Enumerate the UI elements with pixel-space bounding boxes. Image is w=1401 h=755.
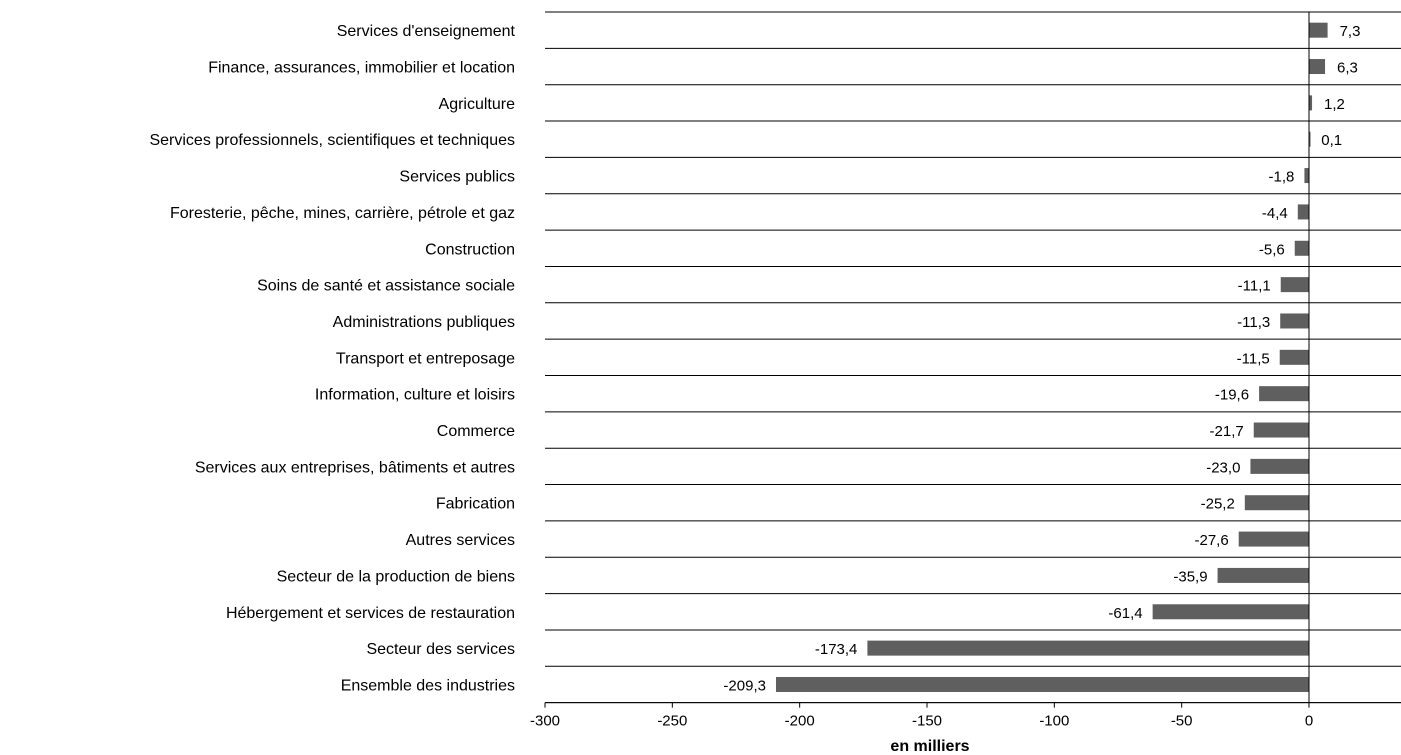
- data-label: -19,6: [1215, 387, 1249, 404]
- data-label: -21,7: [1210, 423, 1244, 440]
- category-label: Services d'enseignement: [337, 23, 516, 40]
- bar: [1253, 422, 1309, 438]
- data-label: 6,3: [1337, 60, 1358, 77]
- category-label: Secteur de la production de biens: [277, 568, 515, 585]
- bar: [1280, 313, 1309, 329]
- bar: [1279, 349, 1309, 365]
- data-label: -11,3: [1237, 314, 1270, 331]
- bar: [1309, 22, 1328, 38]
- data-label: -25,2: [1201, 496, 1235, 513]
- x-tick-labels: -300 -250 -200 -150 -100 -50 0: [530, 702, 1313, 730]
- data-label: -173,4: [815, 641, 858, 658]
- data-label: -5,6: [1259, 241, 1285, 258]
- bar: [1309, 95, 1313, 111]
- data-label: -11,5: [1237, 350, 1270, 367]
- x-tick-label: -150: [912, 713, 942, 730]
- bar: [1309, 131, 1311, 147]
- x-tick-label: -250: [657, 713, 687, 730]
- value-labels: 7,3 6,3 1,2 0,1 -1,8 -4,4 -5,6 -11,1 -11,3 -11,5 -…: [723, 23, 1360, 694]
- gridlines: [545, 11, 1401, 704]
- x-tick-label: -100: [1039, 713, 1069, 730]
- category-label: Services publics: [399, 169, 515, 186]
- x-tick-label: -200: [785, 713, 815, 730]
- data-label: -1,8: [1269, 169, 1295, 186]
- bar: [1280, 277, 1309, 293]
- category-label: Services aux entreprises, bâtiments et a…: [195, 459, 515, 476]
- category-label: Construction: [425, 241, 515, 258]
- category-label: Fabrication: [436, 496, 515, 513]
- category-label: Information, culture et loisirs: [315, 387, 515, 404]
- category-label: Transport et entreposage: [336, 350, 515, 367]
- bars: [775, 22, 1328, 692]
- data-label: 1,2: [1324, 96, 1345, 113]
- x-tick-label: -50: [1171, 713, 1193, 730]
- category-label: Agriculture: [439, 96, 516, 113]
- category-labels: Services d'enseignement Finance, assuranc…: [149, 23, 515, 694]
- bar: [775, 676, 1309, 692]
- bar: [1250, 458, 1309, 474]
- bar: [1294, 240, 1309, 256]
- category-label: Foresterie, pêche, mines, carrière, pétr…: [170, 205, 515, 222]
- category-label: Finance, assurances, immobilier et locat…: [208, 60, 515, 77]
- category-label: Soins de santé et assistance sociale: [257, 278, 515, 295]
- bar: [1259, 386, 1309, 402]
- data-label: -35,9: [1173, 568, 1207, 585]
- data-label: -23,0: [1206, 459, 1240, 476]
- bar: [1304, 168, 1309, 184]
- data-label: -4,4: [1262, 205, 1288, 222]
- category-label: Commerce: [437, 423, 515, 440]
- bar: [1217, 567, 1309, 583]
- category-label: Hébergement et services de restauration: [226, 605, 515, 622]
- data-label: -61,4: [1108, 605, 1142, 622]
- bar: [1309, 59, 1326, 75]
- bar: [867, 640, 1309, 656]
- data-label: -209,3: [723, 677, 766, 694]
- bar: [1238, 531, 1309, 547]
- zero-axis: [545, 12, 1401, 704]
- data-label: -27,6: [1195, 532, 1229, 549]
- category-label: Services professionnels, scientifiques e…: [149, 132, 515, 149]
- data-label: -11,1: [1238, 278, 1271, 295]
- category-label: Ensemble des industries: [341, 677, 515, 694]
- bar: [1297, 204, 1309, 220]
- data-label: 0,1: [1321, 132, 1342, 149]
- category-label: Administrations publiques: [333, 314, 515, 331]
- bar: [1244, 495, 1309, 511]
- data-label: 7,3: [1340, 23, 1361, 40]
- x-tick-label: -300: [530, 713, 560, 730]
- x-tick-label: 0: [1305, 713, 1313, 730]
- x-axis-title: en milliers: [890, 738, 969, 755]
- category-label: Autres services: [406, 532, 515, 549]
- bar: [1152, 604, 1309, 620]
- category-label: Secteur des services: [366, 641, 515, 658]
